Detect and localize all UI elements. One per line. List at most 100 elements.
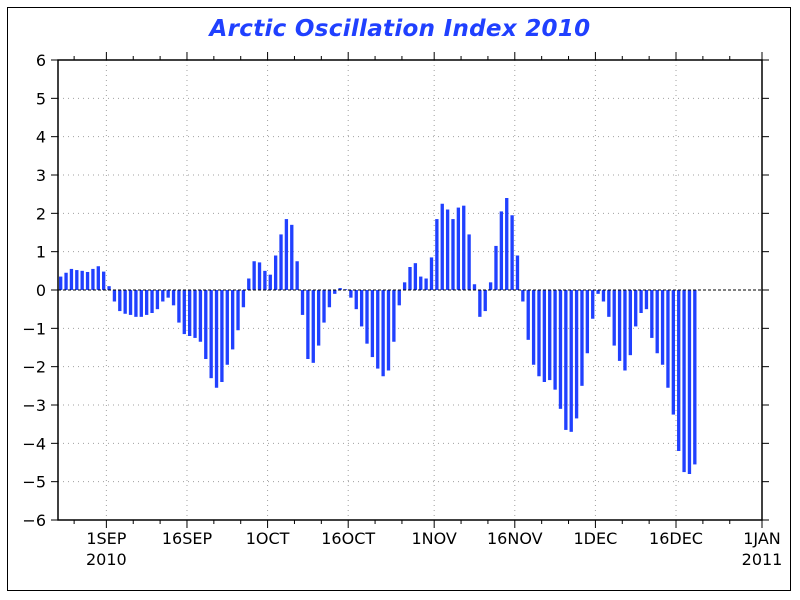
bar [693, 290, 697, 465]
x-tick-label: 1NOV [411, 529, 456, 548]
bars [59, 198, 697, 474]
y-tick-label: 5 [36, 89, 46, 108]
bar [429, 257, 434, 290]
plot-border [57, 59, 763, 521]
bar [456, 207, 461, 290]
bar [252, 261, 256, 290]
bar [166, 290, 170, 298]
bar [322, 290, 326, 323]
bar [128, 290, 133, 315]
y-tick-label: 4 [36, 128, 46, 147]
bar [413, 263, 418, 290]
bar [69, 268, 74, 290]
bar [677, 290, 681, 451]
bar [510, 215, 514, 290]
bar [467, 234, 471, 290]
bar [478, 290, 482, 317]
bar [574, 290, 579, 419]
bar [311, 290, 315, 363]
y-tick-label: −6 [22, 511, 46, 530]
bar [531, 290, 536, 365]
y-tick-label: 3 [36, 166, 46, 185]
bar [230, 290, 235, 350]
bar [279, 234, 283, 290]
bar [488, 282, 493, 290]
bar [295, 261, 299, 290]
bar [639, 290, 643, 313]
bar [472, 284, 477, 290]
bar [112, 290, 117, 302]
bar [623, 290, 627, 371]
bar [591, 290, 595, 319]
figure-frame [7, 7, 791, 591]
bar [327, 290, 332, 308]
x-tick-label: 1JAN [743, 529, 781, 548]
bar [187, 290, 192, 336]
chart-title: Arctic Oscillation Index 2010 [209, 16, 591, 42]
bar [585, 290, 590, 354]
bar [553, 290, 557, 390]
y-tick-label: −4 [22, 434, 46, 453]
bar [306, 290, 310, 359]
bar [333, 290, 337, 294]
bar [209, 290, 213, 379]
bar [107, 286, 111, 290]
x-tick-label: 16DEC [649, 529, 703, 548]
bar [354, 290, 358, 310]
bar [505, 198, 509, 290]
axes [51, 52, 769, 528]
bar [75, 270, 79, 290]
bar [268, 274, 272, 290]
bar [435, 219, 439, 290]
bar [440, 203, 444, 290]
bar [660, 290, 665, 365]
bar [451, 219, 455, 290]
bar [177, 290, 181, 323]
bar [671, 290, 675, 415]
bar [445, 209, 450, 290]
bar [628, 290, 633, 356]
y-tick-label: 0 [36, 281, 46, 300]
bar [134, 290, 138, 317]
bar [617, 290, 622, 361]
bar [682, 290, 686, 473]
bar [102, 271, 106, 290]
y-tick-label: 2 [36, 204, 46, 223]
bar [220, 290, 224, 382]
bar [537, 290, 541, 377]
y-tick-label: −1 [22, 319, 46, 338]
bar [494, 245, 498, 290]
y-tick-label: −2 [22, 358, 46, 377]
bar [548, 290, 552, 381]
bar [408, 267, 412, 290]
bar [483, 290, 487, 312]
x-tick-label: 1OCT [246, 529, 290, 548]
bar [392, 290, 396, 342]
bar [601, 290, 606, 302]
bar [316, 290, 321, 346]
bar [193, 290, 197, 338]
bar [257, 262, 262, 290]
bar [236, 290, 240, 331]
x-tick-label: 1DEC [574, 529, 618, 548]
bar [273, 255, 278, 290]
x-tick-year-label: 2010 [86, 550, 127, 569]
bar [526, 290, 530, 340]
bar [655, 290, 659, 354]
bar [499, 211, 504, 290]
bar [359, 290, 364, 327]
bar [612, 290, 616, 346]
y-tick-label: −3 [22, 396, 46, 415]
bar [161, 290, 165, 302]
bar [300, 290, 305, 315]
bar [150, 290, 154, 313]
bar [386, 290, 391, 371]
bar [349, 290, 353, 298]
bar [64, 272, 68, 290]
bar [263, 270, 267, 290]
bar [96, 266, 100, 290]
bar [182, 290, 186, 335]
bar [145, 290, 149, 315]
y-tick-label: 6 [36, 51, 46, 70]
